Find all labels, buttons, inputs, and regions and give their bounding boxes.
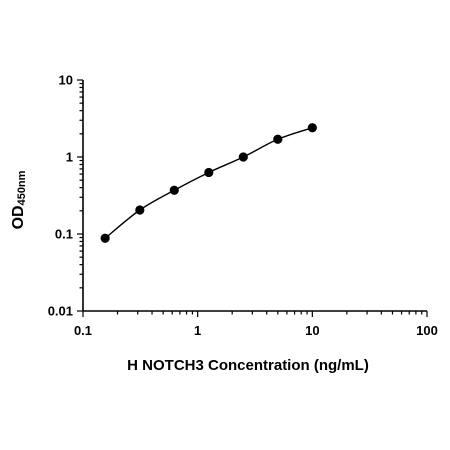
- x-tick-label: 100: [416, 323, 438, 338]
- y-tick-label: 10: [59, 73, 73, 88]
- fit-curve: [104, 127, 313, 239]
- y-tick-label: 1: [66, 150, 73, 165]
- y-axis-title-sub: 450nm: [16, 170, 28, 205]
- y-axis-title: OD450nm: [10, 170, 28, 229]
- data-point: [238, 152, 248, 162]
- x-tick-label: 10: [305, 323, 319, 338]
- x-axis-title: H NOTCH3 Concentration (ng/mL): [127, 357, 369, 374]
- x-tick-label: 0.1: [74, 323, 92, 338]
- y-axis-title-main: OD: [10, 205, 27, 229]
- data-point: [100, 233, 110, 243]
- data-point: [307, 123, 317, 133]
- data-point: [135, 205, 145, 215]
- x-tick-label: 1: [194, 323, 201, 338]
- data-point: [204, 167, 214, 178]
- data-point: [273, 134, 283, 144]
- y-tick-label: 0.1: [55, 227, 73, 242]
- y-tick-label: 0.01: [48, 304, 73, 319]
- data-point: [169, 185, 179, 195]
- axis-ticks: [77, 79, 428, 317]
- axes: [82, 80, 427, 312]
- data-points: [100, 123, 317, 243]
